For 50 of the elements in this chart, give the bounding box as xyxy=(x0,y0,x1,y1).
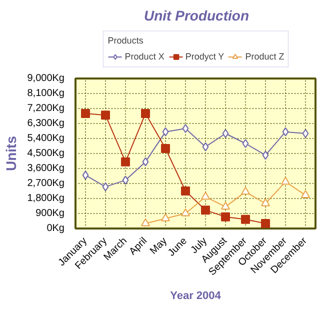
point xyxy=(141,109,150,118)
point xyxy=(242,139,249,148)
point xyxy=(161,144,170,153)
point xyxy=(201,192,210,200)
point xyxy=(162,127,169,136)
point xyxy=(261,198,270,206)
point xyxy=(181,208,190,216)
point xyxy=(182,124,189,133)
point xyxy=(81,109,90,118)
legend-label: Prodyct Y xyxy=(185,52,224,62)
x-tick-label: May xyxy=(148,236,170,257)
y-tick-label: 7,200Kg xyxy=(27,103,65,114)
point xyxy=(241,214,250,224)
point xyxy=(201,206,210,215)
legend-label: Product Z xyxy=(245,52,284,62)
point xyxy=(161,213,170,222)
y-tick-label: 9,000Kg xyxy=(27,73,65,84)
y-tick-label: 5,400Kg xyxy=(27,133,65,144)
y-tick-label: 3,600Kg xyxy=(27,163,65,174)
y-tick-label: 2,700Kg xyxy=(27,178,65,189)
point xyxy=(222,129,229,138)
x-axis-title: Year 2004 xyxy=(170,290,222,302)
point xyxy=(122,176,129,185)
point xyxy=(301,190,310,198)
point xyxy=(181,186,190,196)
point xyxy=(282,127,289,136)
point xyxy=(101,110,110,120)
y-tick-label: 900Kg xyxy=(36,208,65,219)
point xyxy=(262,150,269,160)
point xyxy=(141,218,150,226)
point xyxy=(102,182,109,192)
legend-label: Product X xyxy=(124,52,164,62)
point xyxy=(202,142,209,152)
y-tick-label: 0Kg xyxy=(46,223,65,234)
legend-title: Products xyxy=(108,36,144,46)
y-tick-label: 8,100Kg xyxy=(27,88,65,99)
y-tick-label: 1,800Kg xyxy=(27,193,65,204)
point xyxy=(221,212,230,222)
point xyxy=(261,219,270,228)
point xyxy=(82,170,89,180)
point xyxy=(302,129,309,138)
y-axis-title: Units xyxy=(3,136,20,171)
point xyxy=(221,202,230,210)
point xyxy=(241,186,250,195)
point xyxy=(281,176,290,185)
y-tick-label: 6,300Kg xyxy=(27,118,65,129)
point xyxy=(142,157,149,166)
chart-title: Unit Production xyxy=(144,8,250,24)
point xyxy=(121,157,130,166)
y-tick-label: 4,500Kg xyxy=(27,148,65,159)
